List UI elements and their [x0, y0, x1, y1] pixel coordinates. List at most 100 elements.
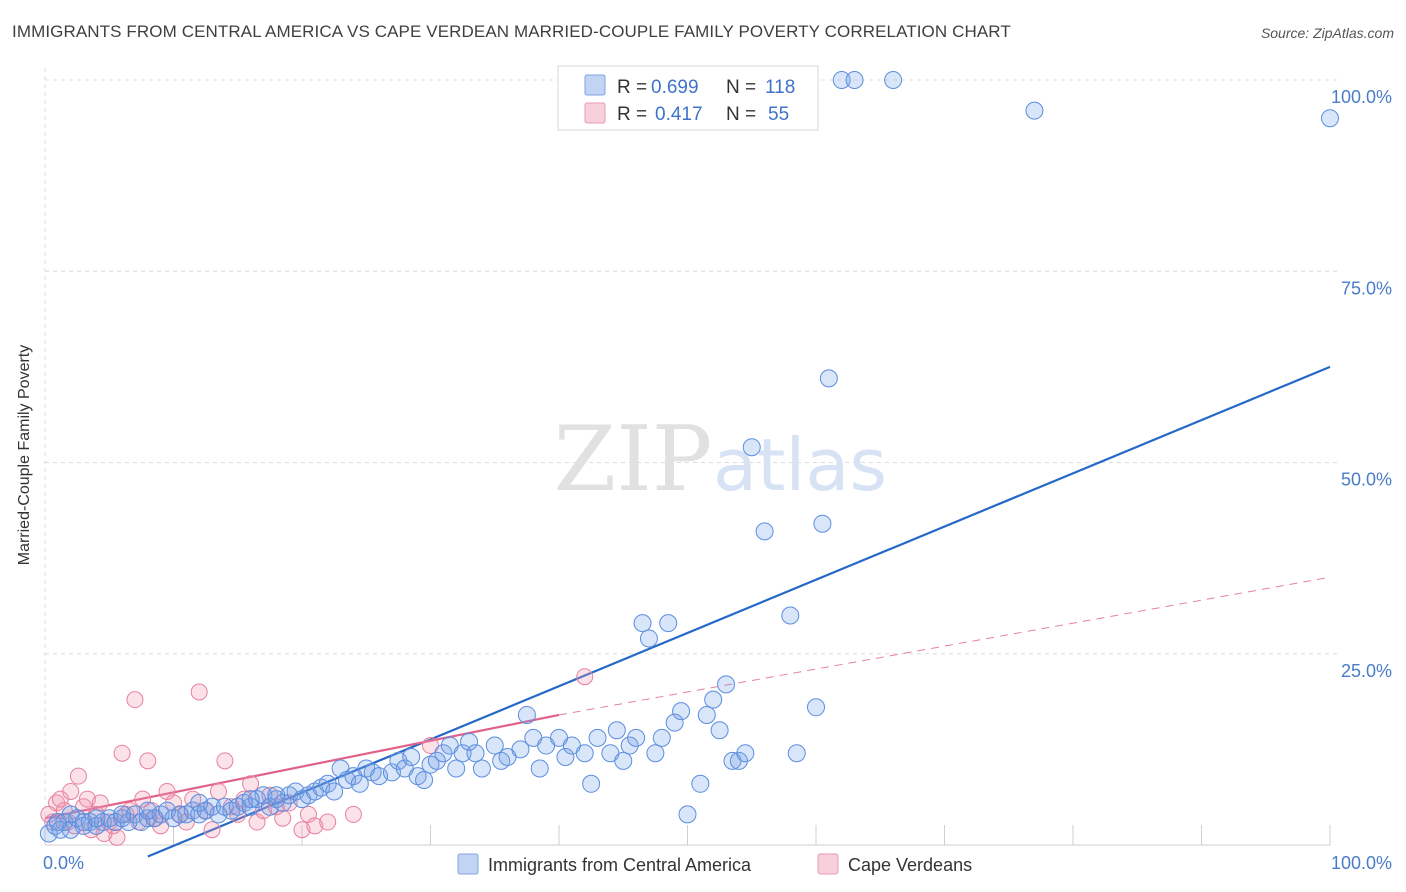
- watermark: ZIP atlas: [554, 407, 887, 512]
- point-cape-verdeans-9: [75, 798, 93, 816]
- point-central-america-97: [704, 690, 723, 709]
- point-central-america-104: [755, 522, 774, 541]
- x-tick-label-1: 100.0%: [1331, 853, 1392, 873]
- point-central-america-108: [813, 514, 832, 533]
- point-central-america-80: [582, 774, 601, 793]
- point-cape-verdeans-18: [113, 744, 131, 762]
- point-central-america-79: [575, 744, 594, 763]
- grid-lines: [44, 68, 1340, 846]
- point-cape-verdeans-48: [293, 821, 311, 839]
- point-cape-verdeans-35: [203, 821, 221, 839]
- point-cape-verdeans-8: [69, 767, 87, 785]
- legend-r-value-2: 0.417: [655, 104, 703, 125]
- point-central-america-84: [614, 751, 633, 770]
- point-central-america-92: [665, 713, 684, 732]
- point-central-america-86: [627, 728, 646, 747]
- point-central-america-85: [620, 736, 639, 755]
- trend-line-cape-verdeans: [44, 713, 560, 820]
- point-central-america-90: [652, 728, 671, 747]
- point-cape-verdeans-24: [139, 752, 157, 770]
- watermark-zip: ZIP: [554, 407, 713, 512]
- point-central-america-45: [325, 782, 344, 801]
- point-central-america-56: [402, 748, 421, 767]
- point-central-america-93: [672, 702, 691, 721]
- point-cape-verdeans-6: [62, 782, 80, 800]
- legend-r-label-2: R =: [617, 104, 647, 125]
- legend-n-label-1: N =: [726, 77, 756, 98]
- y-tick-label-0: 25.0%: [1341, 661, 1392, 681]
- point-central-america-64: [453, 744, 472, 763]
- point-central-america-98: [710, 721, 729, 740]
- legend-bottom-swatch-blue: [457, 853, 479, 875]
- point-cape-verdeans-52: [344, 805, 362, 823]
- point-central-america-101: [729, 751, 748, 770]
- legend-n-label-2: N =: [726, 104, 756, 125]
- point-cape-verdeans-46: [274, 809, 292, 827]
- point-cape-verdeans-33: [190, 683, 208, 701]
- watermark-atlas: atlas: [713, 423, 887, 507]
- legend-r-label-1: R =: [617, 77, 647, 98]
- point-cape-verdeans-54: [576, 668, 594, 686]
- point-cape-verdeans-13: [91, 794, 109, 812]
- point-central-america-81: [588, 728, 607, 747]
- point-cape-verdeans-17: [108, 828, 126, 846]
- point-central-america-102: [736, 744, 755, 763]
- point-central-america-111: [845, 71, 864, 89]
- point-central-america-95: [691, 774, 710, 793]
- point-central-america-99: [717, 675, 736, 694]
- point-central-america-118: [87, 809, 106, 828]
- point-central-america-91: [659, 614, 678, 633]
- legend-swatch-blue: [584, 74, 606, 96]
- y-tick-label-3: 100.0%: [1331, 87, 1392, 107]
- point-central-america-74: [530, 759, 549, 778]
- chart-title: IMMIGRANTS FROM CENTRAL AMERICA VS CAPE …: [12, 22, 1011, 41]
- point-central-america-13: [119, 813, 138, 832]
- point-central-america-87: [633, 614, 652, 633]
- trend-line-cape-verdeans-dashed: [558, 576, 1331, 716]
- legend-bottom: Immigrants from Central America Cape Ver…: [457, 853, 972, 875]
- point-central-america-89: [646, 744, 665, 763]
- point-cape-verdeans-36: [209, 782, 227, 800]
- point-cape-verdeans-23: [134, 790, 152, 808]
- point-central-america-66: [466, 744, 485, 763]
- point-central-america-68: [485, 736, 504, 755]
- point-central-america-65: [460, 732, 479, 751]
- point-central-america-113: [1025, 101, 1044, 120]
- legend-r-value-1: 0.699: [651, 77, 699, 98]
- point-central-america-114: [1321, 109, 1339, 128]
- point-central-america-32: [241, 797, 260, 816]
- legend-n-value-1: 118: [765, 77, 795, 98]
- point-central-america-120: [138, 801, 157, 820]
- point-central-america-96: [697, 705, 716, 724]
- point-central-america-61: [434, 744, 453, 763]
- legend-bottom-label-1: Immigrants from Central America: [488, 855, 752, 875]
- legend-n-value-2: 55: [768, 104, 789, 125]
- legend-bottom-label-2: Cape Verdeans: [848, 855, 972, 875]
- point-central-america-58: [415, 770, 434, 789]
- series-central-america: [39, 71, 1339, 843]
- point-central-america-71: [511, 740, 530, 759]
- point-central-america-83: [607, 721, 626, 740]
- y-tick-label-2: 75.0%: [1341, 278, 1392, 298]
- point-cape-verdeans-37: [216, 752, 234, 770]
- chart-source: Source: ZipAtlas.com: [1260, 25, 1394, 41]
- point-central-america-94: [678, 805, 697, 824]
- point-central-america-105: [781, 606, 800, 625]
- point-cape-verdeans-51: [319, 813, 337, 831]
- point-central-america-110: [832, 71, 851, 89]
- point-central-america-112: [884, 71, 903, 89]
- point-central-america-72: [517, 705, 536, 724]
- point-cape-verdeans-50: [306, 817, 324, 835]
- point-central-america-121: [190, 793, 209, 812]
- legend-swatch-pink: [584, 102, 606, 124]
- point-cape-verdeans-21: [126, 691, 144, 709]
- point-central-america-63: [447, 759, 466, 778]
- point-central-america-49: [350, 774, 369, 793]
- x-tick-label-0: 0.0%: [43, 853, 84, 873]
- y-tick-label-1: 50.0%: [1341, 470, 1392, 490]
- point-cape-verdeans-41: [242, 775, 260, 793]
- point-central-america-60: [427, 751, 446, 770]
- point-central-america-44: [318, 774, 337, 793]
- point-cape-verdeans-53: [422, 737, 439, 755]
